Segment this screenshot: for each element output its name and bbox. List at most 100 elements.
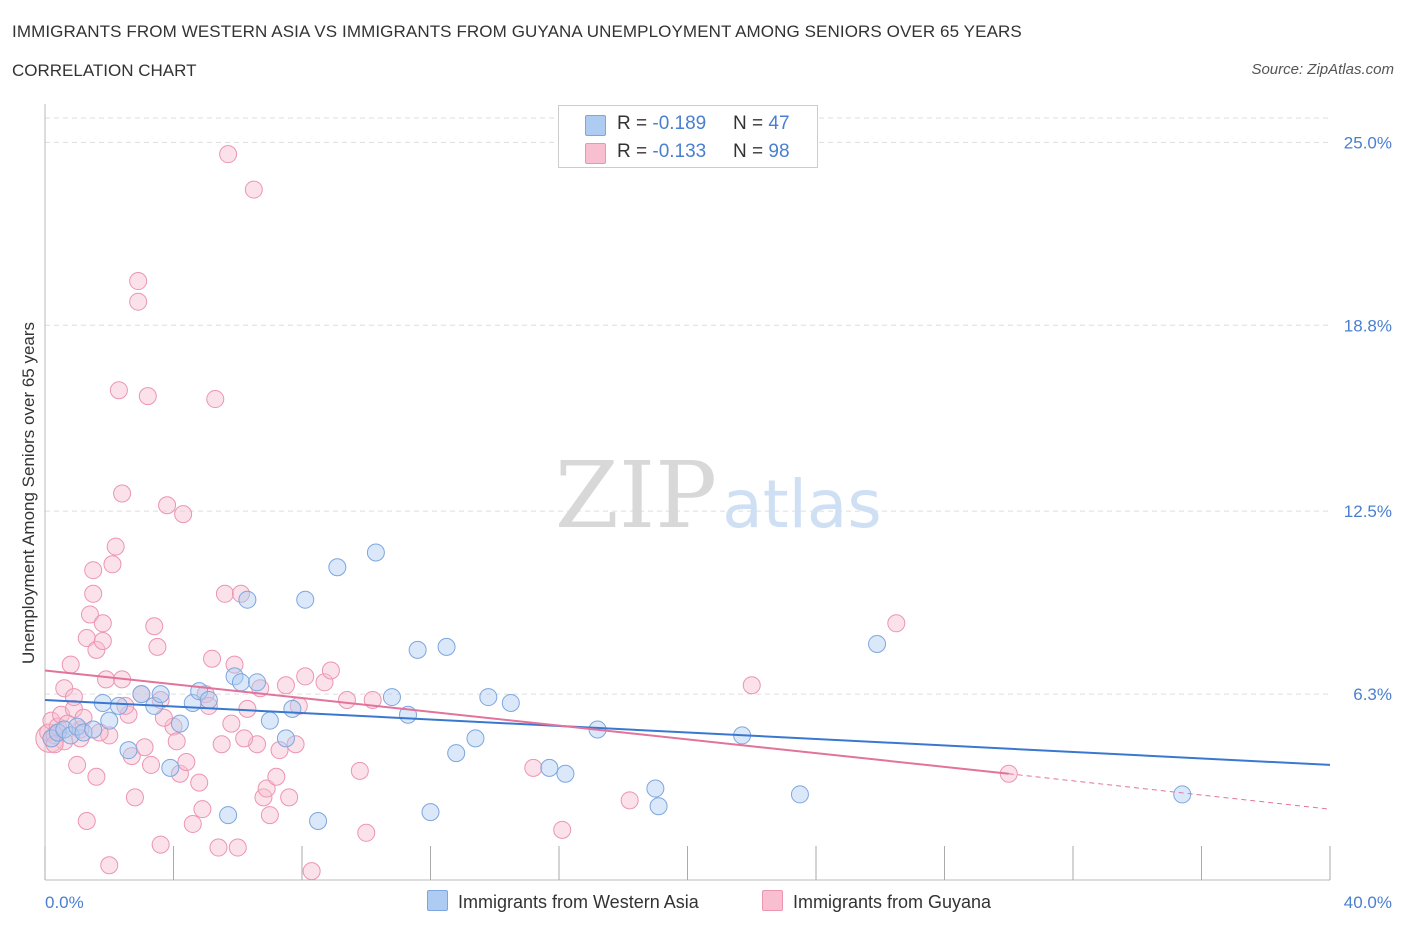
point-guyana xyxy=(244,180,263,199)
bottom-legend-label: Immigrants from Western Asia xyxy=(458,892,699,912)
point-guyana xyxy=(154,708,173,727)
point-guyana xyxy=(222,714,241,733)
point-western-asia xyxy=(170,714,189,733)
legend-r-label: R = xyxy=(617,141,653,162)
point-guyana xyxy=(167,732,186,751)
point-guyana xyxy=(203,649,222,668)
point-guyana xyxy=(302,862,321,881)
point-guyana xyxy=(158,496,177,515)
point-guyana xyxy=(321,661,340,680)
point-western-asia xyxy=(556,764,575,783)
point-guyana xyxy=(742,676,761,695)
point-western-asia xyxy=(132,685,151,704)
legend-swatch-pink xyxy=(585,143,606,164)
point-guyana xyxy=(887,614,906,633)
point-guyana xyxy=(100,856,119,875)
point-guyana xyxy=(553,820,572,839)
point-guyana xyxy=(64,688,83,707)
point-western-asia xyxy=(649,797,668,816)
point-western-asia xyxy=(868,634,887,653)
bottom-legend-guyana: Immigrants from Guyana xyxy=(762,890,991,913)
point-western-asia xyxy=(161,758,180,777)
point-guyana xyxy=(151,835,170,854)
y-tick-label: 12.5% xyxy=(1344,502,1392,521)
point-guyana xyxy=(87,640,106,659)
point-western-asia xyxy=(466,729,485,748)
point-western-asia xyxy=(328,558,347,577)
point-guyana xyxy=(183,814,202,833)
point-guyana xyxy=(125,788,144,807)
bottom-legend-label: Immigrants from Guyana xyxy=(793,892,992,912)
point-guyana xyxy=(68,755,87,774)
point-guyana xyxy=(215,584,234,603)
point-guyana xyxy=(174,505,193,524)
point-guyana xyxy=(135,738,154,757)
source-label: Source: ZipAtlas.com xyxy=(1251,61,1394,78)
point-guyana xyxy=(238,699,257,718)
point-western-asia xyxy=(366,543,385,562)
point-guyana xyxy=(206,390,225,409)
point-western-asia xyxy=(646,779,665,798)
point-guyana xyxy=(193,800,212,819)
correlation-legend: R = -0.189 N = 47 R = -0.133 N = 98 xyxy=(558,105,818,168)
watermark-atlas: atlas xyxy=(722,466,882,543)
x-tick-label-max: 40.0% xyxy=(1344,893,1392,912)
chart-title: IMMIGRANTS FROM WESTERN ASIA VS IMMIGRAN… xyxy=(12,22,1022,41)
point-guyana xyxy=(315,673,334,692)
point-guyana xyxy=(129,292,148,311)
point-western-asia xyxy=(119,741,138,760)
legend-swatch-blue xyxy=(585,115,606,136)
point-guyana xyxy=(77,811,96,830)
point-guyana xyxy=(138,387,157,406)
point-guyana xyxy=(286,735,305,754)
point-western-asia xyxy=(151,685,170,704)
point-guyana xyxy=(145,617,164,636)
point-guyana xyxy=(80,605,99,624)
legend-r-label: R = xyxy=(617,113,653,134)
point-guyana xyxy=(212,735,231,754)
watermark-zip: ZIP xyxy=(555,442,717,549)
point-guyana xyxy=(257,779,276,798)
point-guyana xyxy=(267,767,286,786)
point-western-asia xyxy=(100,711,119,730)
point-guyana xyxy=(74,708,93,727)
legend-n-label: N = xyxy=(733,113,769,134)
point-guyana xyxy=(337,691,356,710)
point-guyana xyxy=(350,761,369,780)
point-western-asia xyxy=(790,785,809,804)
point-guyana xyxy=(276,676,295,695)
point-guyana xyxy=(93,632,112,651)
point-guyana xyxy=(61,655,80,674)
point-western-asia xyxy=(199,691,218,710)
point-guyana xyxy=(129,272,148,291)
point-guyana xyxy=(148,637,167,656)
point-guyana xyxy=(190,773,209,792)
point-guyana xyxy=(116,696,135,715)
point-western-asia xyxy=(382,688,401,707)
y-tick-label: 6.3% xyxy=(1353,685,1392,704)
point-guyana xyxy=(260,806,279,825)
point-western-asia xyxy=(501,693,520,712)
point-guyana xyxy=(122,747,141,766)
trend-lines xyxy=(44,669,1331,810)
point-western-asia xyxy=(479,688,498,707)
legend-r-value: -0.133 xyxy=(652,141,707,162)
point-guyana xyxy=(280,788,299,807)
point-guyana xyxy=(357,823,376,842)
point-western-asia xyxy=(260,711,279,730)
tick-labels: 6.3% 12.5% 18.8% 25.0% 0.0% 40.0% xyxy=(45,133,1392,912)
series-western-asia-points xyxy=(42,543,1192,830)
point-western-asia xyxy=(296,590,315,609)
bottom-legend-swatch-pink xyxy=(762,890,783,911)
legend-n-value: 47 xyxy=(768,113,790,134)
point-guyana xyxy=(45,735,64,754)
point-guyana xyxy=(109,381,128,400)
chart-subtitle: CORRELATION CHART xyxy=(12,61,197,80)
point-guyana xyxy=(235,729,254,748)
point-guyana xyxy=(620,791,639,810)
point-guyana xyxy=(87,767,106,786)
point-guyana xyxy=(270,741,289,760)
trend-line-guyana-extension xyxy=(1008,773,1331,810)
y-tick-label: 25.0% xyxy=(1344,133,1392,152)
